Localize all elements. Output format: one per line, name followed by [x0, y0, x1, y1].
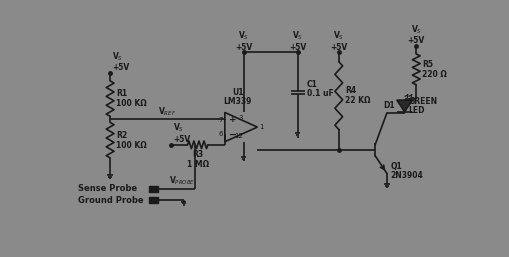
Text: R3
1 MΩ: R3 1 MΩ — [187, 150, 209, 169]
Text: 3: 3 — [238, 115, 243, 121]
Text: V$_S$
+5V: V$_S$ +5V — [408, 23, 425, 45]
Text: R2
100 KΩ: R2 100 KΩ — [117, 131, 147, 150]
Bar — [149, 197, 158, 203]
Polygon shape — [397, 100, 412, 112]
Text: Sense Probe: Sense Probe — [77, 184, 137, 193]
Text: D1: D1 — [384, 102, 395, 111]
Text: +: + — [230, 115, 237, 124]
Text: 1: 1 — [259, 124, 264, 130]
Text: Q1
2N3904: Q1 2N3904 — [391, 162, 423, 180]
Text: R4
22 KΩ: R4 22 KΩ — [345, 86, 371, 105]
Text: R5
220 Ω: R5 220 Ω — [422, 60, 447, 79]
Text: 6: 6 — [219, 131, 223, 137]
Text: V$_S$
+5V: V$_S$ +5V — [173, 122, 190, 144]
Text: U1
LM339: U1 LM339 — [223, 88, 252, 106]
Text: −: − — [230, 130, 238, 139]
Text: C1
0.1 uF: C1 0.1 uF — [307, 80, 334, 98]
Text: 7: 7 — [219, 117, 223, 123]
Text: V$_{REF}$: V$_{REF}$ — [158, 105, 177, 118]
Text: V$_{PROBE}$: V$_{PROBE}$ — [169, 175, 195, 187]
Text: V$_S$
+5V: V$_S$ +5V — [235, 30, 252, 52]
Text: V$_S$
+5V: V$_S$ +5V — [112, 50, 130, 72]
Text: V$_S$
+5V: V$_S$ +5V — [289, 30, 306, 52]
Text: Ground Probe: Ground Probe — [77, 196, 143, 205]
Text: V$_S$
+5V: V$_S$ +5V — [330, 30, 347, 52]
Text: R1
100 KΩ: R1 100 KΩ — [117, 89, 147, 108]
Text: 12: 12 — [234, 133, 243, 139]
Text: GREEN
LED: GREEN LED — [409, 97, 438, 115]
Bar — [149, 186, 158, 192]
